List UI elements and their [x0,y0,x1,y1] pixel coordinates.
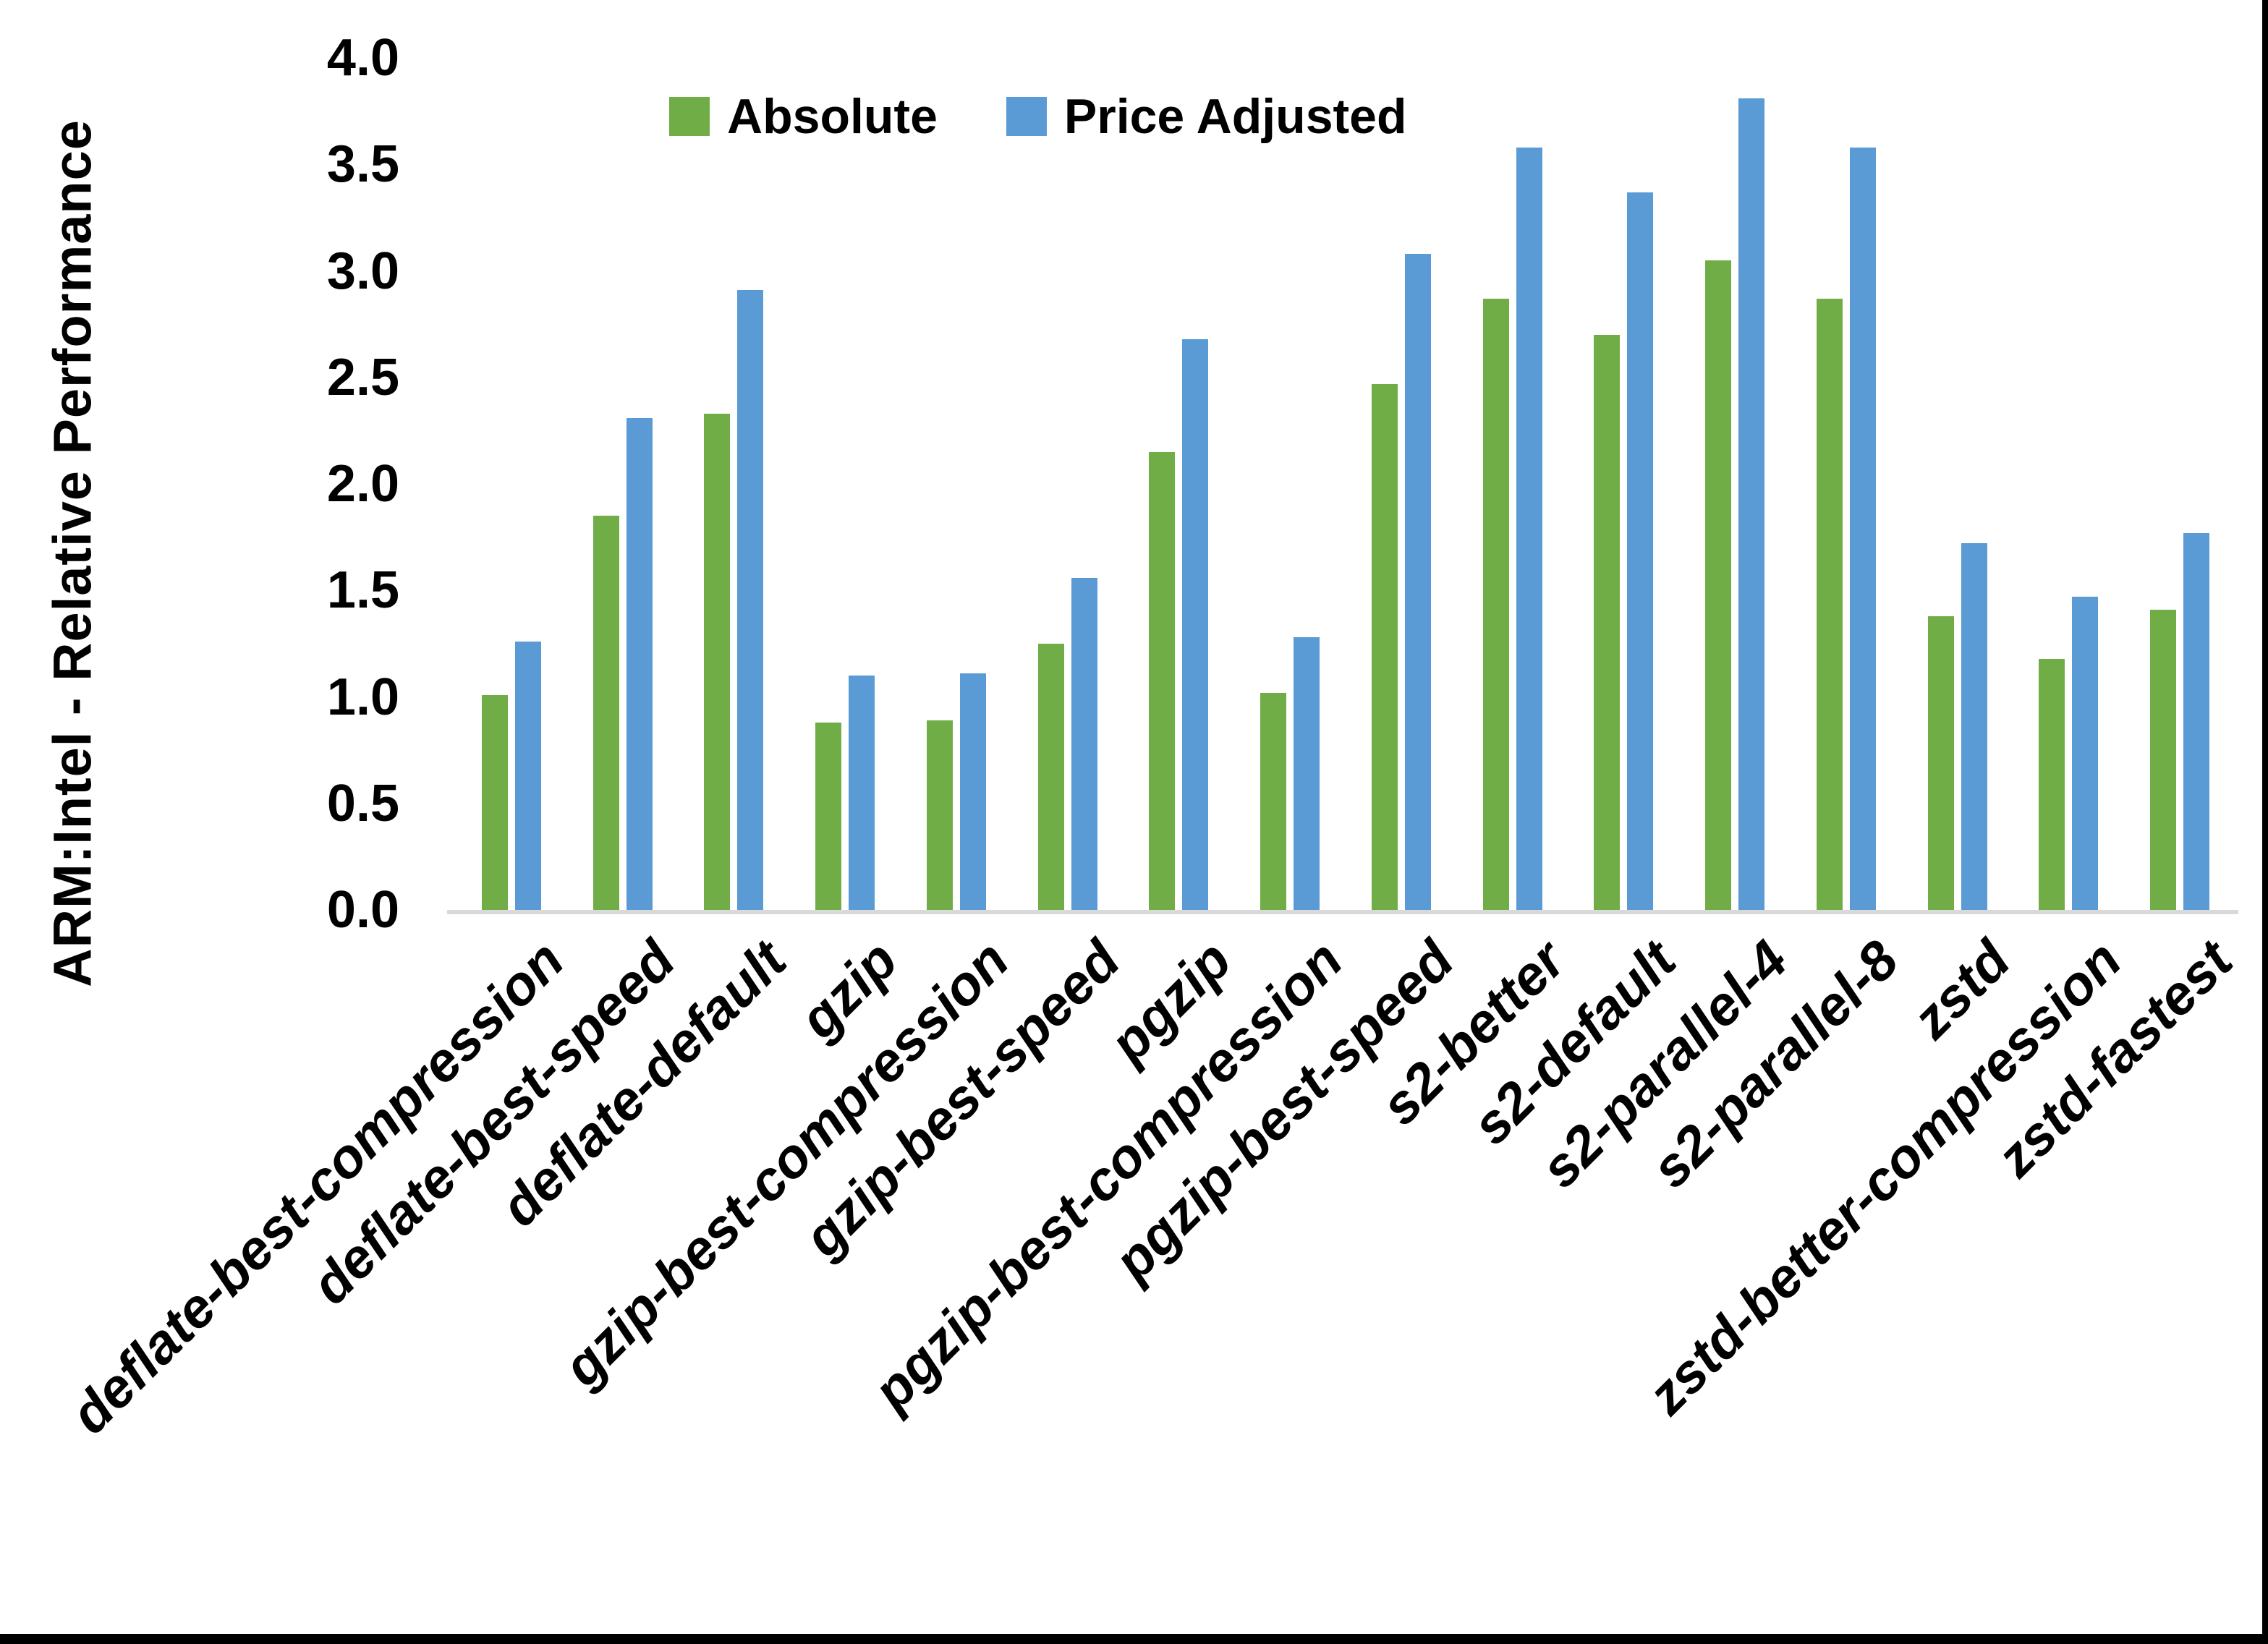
bar-absolute-gzip [815,722,842,910]
bar-price-adjusted-zstd [1961,543,1987,910]
y-tick-label-4.0: 4.0 [326,29,399,87]
bar-absolute-s2-parallel-8 [1816,298,1843,910]
legend-label-absolute: Absolute [727,89,938,144]
bar-price-adjusted-deflate-best-compression [514,641,541,910]
bar-absolute-pgzip [1149,451,1176,910]
bar-price-adjusted-gzip-best-compression [959,673,986,910]
bar-price-adjusted-gzip [849,676,875,910]
x-axis-line [447,910,2238,914]
screenshot-right-edge [2262,0,2268,1644]
bar-absolute-pgzip-best-compression [1260,692,1287,910]
legend-swatch-price-adjusted-icon [1006,97,1047,136]
bar-absolute-pgzip-best-speed [1371,383,1398,910]
bar-absolute-deflate-best-speed [593,516,619,910]
bar-price-adjusted-pgzip [1182,338,1209,910]
bar-price-adjusted-zstd-fastest [2183,532,2210,910]
bar-absolute-s2-default [1594,334,1621,910]
bar-absolute-zstd [1927,616,1954,910]
bar-price-adjusted-s2-parallel-4 [1738,98,1765,910]
legend: Absolute Price Adjusted [669,88,1407,145]
plot-area [456,58,2235,910]
bar-absolute-deflate-best-compression [481,694,508,910]
screenshot-bottom-edge [0,1634,2268,1644]
legend-item-absolute: Absolute [669,88,938,145]
y-tick-label-3.0: 3.0 [326,242,399,300]
y-tick-label-2.5: 2.5 [326,348,399,406]
bar-absolute-gzip-best-compression [926,720,953,910]
bar-price-adjusted-pgzip-best-compression [1294,637,1320,910]
y-tick-label-2.0: 2.0 [326,455,399,513]
bar-price-adjusted-gzip-best-speed [1071,577,1097,910]
y-tick-label-1.5: 1.5 [326,561,399,620]
legend-label-price-adjusted: Price Adjusted [1063,89,1407,144]
bar-price-adjusted-pgzip-best-speed [1404,253,1431,910]
bar-price-adjusted-deflate-best-speed [626,417,653,910]
bar-absolute-gzip-best-speed [1037,643,1064,910]
bar-absolute-zstd-fastest [2150,609,2177,910]
bar-price-adjusted-zstd-better-compression [2072,597,2099,910]
y-tick-label-3.5: 3.5 [326,135,399,194]
bar-absolute-deflate-default [704,413,731,910]
bar-absolute-s2-parallel-4 [1705,260,1732,910]
bar-price-adjusted-s2-parallel-8 [1849,147,1876,910]
bar-price-adjusted-s2-better [1516,147,1542,910]
y-tick-label-1.0: 1.0 [326,668,399,726]
bar-absolute-s2-better [1482,298,1509,910]
bar-absolute-zstd-better-compression [2039,658,2065,910]
x-axis-category-labels: deflate-best-compression deflate-best-spe… [59,929,2244,1580]
legend-swatch-absolute-icon [669,97,710,136]
y-tick-label-0.5: 0.5 [326,774,399,832]
legend-item-price-adjusted: Price Adjusted [1006,88,1407,145]
y-tick-label-0.0: 0.0 [326,881,399,939]
bar-price-adjusted-s2-default [1627,192,1654,910]
bar-price-adjusted-deflate-default [737,290,764,910]
